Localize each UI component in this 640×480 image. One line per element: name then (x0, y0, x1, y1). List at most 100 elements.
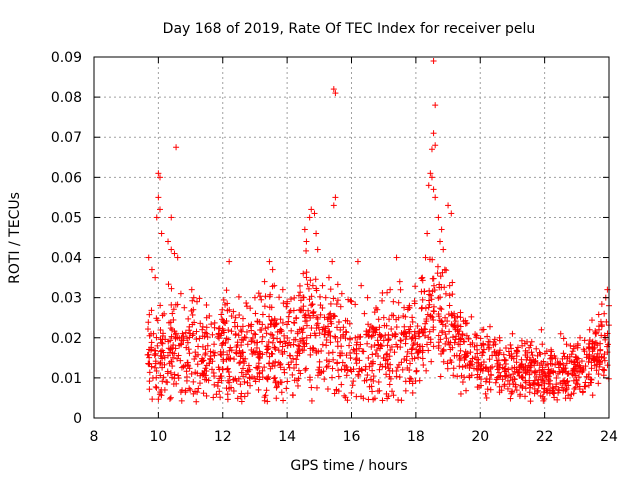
data-point (285, 313, 292, 320)
data-point (573, 376, 580, 383)
data-point (522, 363, 529, 370)
data-point (224, 396, 231, 403)
data-point (423, 367, 430, 374)
data-point (242, 355, 249, 362)
data-point (225, 336, 232, 343)
data-point (383, 351, 390, 358)
data-point (216, 325, 223, 332)
data-point (448, 310, 455, 317)
data-point (366, 363, 373, 370)
data-point (426, 287, 433, 294)
data-point (484, 386, 491, 393)
data-point (526, 344, 533, 351)
data-point (258, 296, 265, 303)
data-point (279, 286, 286, 293)
data-point (295, 292, 302, 299)
data-point (266, 353, 273, 360)
data-point (505, 366, 512, 373)
data-point (258, 326, 265, 333)
data-point (571, 358, 578, 365)
data-point (416, 333, 423, 340)
data-point (159, 364, 166, 371)
data-point (236, 347, 243, 354)
data-point (401, 323, 408, 330)
data-point (400, 313, 407, 320)
data-point (536, 371, 543, 378)
data-point (183, 344, 190, 351)
data-point (343, 352, 350, 359)
data-point (381, 322, 388, 329)
data-point (352, 356, 359, 363)
data-point (463, 332, 470, 339)
data-point (371, 342, 378, 349)
data-point (364, 340, 371, 347)
data-point (388, 343, 395, 350)
data-point (430, 58, 437, 65)
data-point (402, 378, 409, 385)
data-point (184, 359, 191, 366)
data-point (511, 376, 518, 383)
data-point (174, 355, 181, 362)
data-point (188, 307, 195, 314)
data-point (468, 372, 475, 379)
data-point (300, 294, 307, 301)
data-point (427, 336, 434, 343)
data-point (528, 338, 535, 345)
data-point (308, 206, 315, 213)
data-point (187, 330, 194, 337)
data-point (146, 354, 153, 361)
data-point (269, 339, 276, 346)
data-point (402, 340, 409, 347)
data-point (189, 311, 196, 318)
data-point (393, 373, 400, 380)
data-point (267, 291, 274, 298)
data-point (347, 349, 354, 356)
data-point (479, 326, 486, 333)
data-point (461, 357, 468, 364)
data-point (165, 281, 172, 288)
data-point (192, 388, 199, 395)
data-point (243, 300, 250, 307)
data-point (193, 328, 200, 335)
data-point (202, 346, 209, 353)
data-point (518, 337, 525, 344)
data-point (387, 346, 394, 353)
data-point (561, 377, 568, 384)
data-point (303, 334, 310, 341)
data-point (598, 301, 605, 308)
data-point (274, 328, 281, 335)
data-point (261, 364, 268, 371)
data-point (393, 254, 400, 261)
data-point (226, 373, 233, 380)
data-point (199, 355, 206, 362)
data-point (157, 326, 164, 333)
data-point (485, 368, 492, 375)
data-point (296, 326, 303, 333)
data-point (259, 367, 266, 374)
data-point (431, 308, 438, 315)
data-point (151, 364, 158, 371)
data-point (593, 367, 600, 374)
data-point (487, 386, 494, 393)
data-point (447, 339, 454, 346)
data-point (199, 323, 206, 330)
data-point (297, 370, 304, 377)
data-point (328, 320, 335, 327)
data-point (245, 362, 252, 369)
data-point (496, 347, 503, 354)
data-point (457, 314, 464, 321)
data-point (503, 372, 510, 379)
data-point (480, 346, 487, 353)
data-point (574, 355, 581, 362)
data-point (452, 318, 459, 325)
data-point (153, 315, 160, 322)
data-point (539, 376, 546, 383)
data-point (334, 338, 341, 345)
data-point (522, 393, 529, 400)
data-point (305, 307, 312, 314)
data-point (161, 386, 168, 393)
data-point (353, 360, 360, 367)
data-point (564, 370, 571, 377)
data-point (218, 377, 225, 384)
data-point (327, 339, 334, 346)
